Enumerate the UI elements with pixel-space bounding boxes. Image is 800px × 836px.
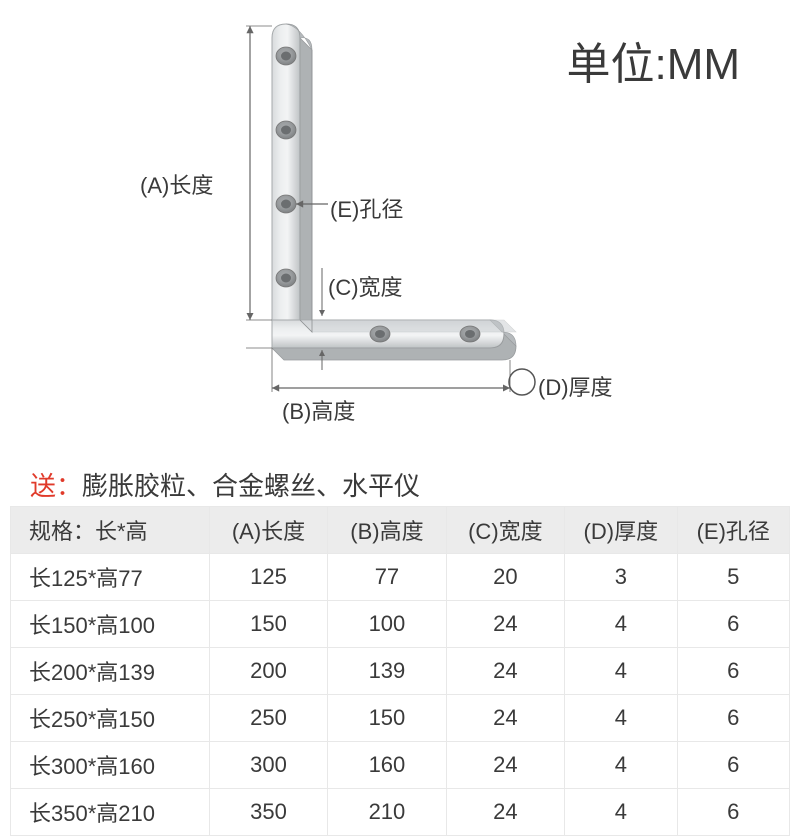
table-cell: 24 xyxy=(446,789,564,836)
table-cell: 200 xyxy=(209,648,327,695)
table-cell: 长150*高100 xyxy=(11,601,210,648)
label-b: (B)高度 xyxy=(282,394,355,426)
table-cell: 24 xyxy=(446,695,564,742)
table-row: 长350*高2103502102446 xyxy=(11,789,790,836)
table-cell: 6 xyxy=(677,742,789,789)
table-cell: 210 xyxy=(328,789,446,836)
table-row: 长250*高1502501502446 xyxy=(11,695,790,742)
table-cell: 5 xyxy=(677,554,789,601)
table-cell: 长300*高160 xyxy=(11,742,210,789)
table-row: 长200*高1392001392446 xyxy=(11,648,790,695)
col-header: (A)长度 xyxy=(209,507,327,554)
table-cell: 160 xyxy=(328,742,446,789)
table-row: 长125*高77125772035 xyxy=(11,554,790,601)
table-cell: 100 xyxy=(328,601,446,648)
gift-prefix: 送： xyxy=(30,471,82,501)
table-cell: 6 xyxy=(677,789,789,836)
table-cell: 4 xyxy=(565,648,677,695)
table-cell: 250 xyxy=(209,695,327,742)
col-header: (C)宽度 xyxy=(446,507,564,554)
table-cell: 24 xyxy=(446,601,564,648)
table-cell: 139 xyxy=(328,648,446,695)
gift-items: 膨胀胶粒、合金螺丝、水平仪 xyxy=(82,471,420,501)
table-cell: 长250*高150 xyxy=(11,695,210,742)
label-e: (E)孔径 xyxy=(330,192,403,224)
col-header: 规格：长*高 xyxy=(11,507,210,554)
table-cell: 125 xyxy=(209,554,327,601)
table-cell: 4 xyxy=(565,789,677,836)
table-cell: 300 xyxy=(209,742,327,789)
col-header: (D)厚度 xyxy=(565,507,677,554)
table-cell: 350 xyxy=(209,789,327,836)
table-row: 长300*高1603001602446 xyxy=(11,742,790,789)
label-d: (D)厚度 xyxy=(538,370,613,402)
table-cell: 24 xyxy=(446,742,564,789)
spec-table: 规格：长*高 (A)长度 (B)高度 (C)宽度 (D)厚度 (E)孔径 长12… xyxy=(10,506,790,836)
table-cell: 3 xyxy=(565,554,677,601)
gift-line: 送：膨胀胶粒、合金螺丝、水平仪 xyxy=(30,466,420,503)
table-row: 长150*高1001501002446 xyxy=(11,601,790,648)
table-cell: 4 xyxy=(565,695,677,742)
label-a: (A)长度 xyxy=(140,168,213,200)
table-cell: 长350*高210 xyxy=(11,789,210,836)
table-cell: 长200*高139 xyxy=(11,648,210,695)
col-header: (B)高度 xyxy=(328,507,446,554)
table-cell: 150 xyxy=(209,601,327,648)
table-cell: 77 xyxy=(328,554,446,601)
table-cell: 4 xyxy=(565,742,677,789)
table-cell: 4 xyxy=(565,601,677,648)
table-cell: 20 xyxy=(446,554,564,601)
table-cell: 24 xyxy=(446,648,564,695)
bracket-diagram: (A)长度 (E)孔径 (C)宽度 (B)高度 (D)厚度 xyxy=(160,20,620,440)
col-header: (E)孔径 xyxy=(677,507,789,554)
table-cell: 150 xyxy=(328,695,446,742)
table-cell: 6 xyxy=(677,695,789,742)
label-c: (C)宽度 xyxy=(328,270,403,302)
table-cell: 长125*高77 xyxy=(11,554,210,601)
table-header-row: 规格：长*高 (A)长度 (B)高度 (C)宽度 (D)厚度 (E)孔径 xyxy=(11,507,790,554)
table-cell: 6 xyxy=(677,601,789,648)
table-cell: 6 xyxy=(677,648,789,695)
